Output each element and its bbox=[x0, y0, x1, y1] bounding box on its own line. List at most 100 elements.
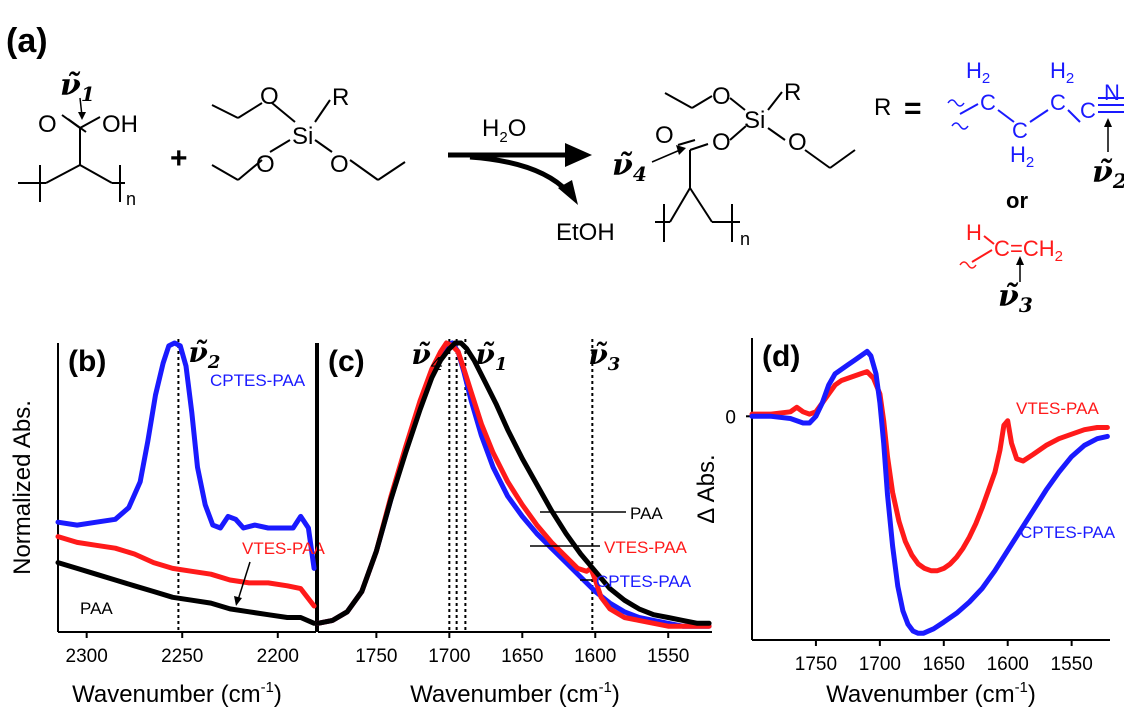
vtes-pointer-arrowhead bbox=[234, 596, 242, 606]
x-axis-label: Wavenumber (cm-1) bbox=[826, 679, 1036, 708]
annotation-label: VTES-PAA bbox=[1016, 399, 1099, 418]
panel-label: (c) bbox=[328, 345, 365, 378]
panel-label: (b) bbox=[68, 345, 106, 378]
product-r: R bbox=[784, 79, 801, 106]
annotation-label: CPTES-PAA bbox=[596, 572, 692, 591]
paa-oh-label: OH bbox=[102, 111, 138, 138]
silane-si: Si bbox=[292, 123, 313, 150]
series-line-cptes-paa bbox=[55, 340, 317, 571]
x-tick-label: 1650 bbox=[923, 654, 965, 675]
silane-o-left: O bbox=[256, 151, 275, 178]
product-si: Si bbox=[744, 107, 765, 134]
series-line-cptes-paa bbox=[749, 348, 1110, 636]
cptes-c-2: C bbox=[1012, 118, 1028, 143]
equals-sign: = bbox=[904, 92, 922, 125]
cptes-side-chain: H2 C C H2 H2 C C N bbox=[947, 58, 1124, 171]
x-tick-label: 2300 bbox=[66, 646, 108, 667]
annotation-label: CPTES-PAA bbox=[1020, 523, 1116, 542]
panel-label: (d) bbox=[762, 340, 800, 373]
series-line-paa bbox=[55, 560, 317, 626]
or-label: or bbox=[1006, 188, 1028, 213]
product-o-top: O bbox=[712, 83, 731, 110]
product-o-right: O bbox=[788, 129, 807, 156]
silane-r: R bbox=[332, 84, 349, 111]
annotation-label: PAA bbox=[630, 504, 663, 523]
y-axis-label: Δ Abs. bbox=[693, 454, 720, 523]
y-tick-label: 0 bbox=[725, 407, 736, 428]
silane-o-right: O bbox=[330, 151, 349, 178]
x-axis-label: Wavenumber (cm-1) bbox=[410, 679, 620, 708]
x-tick-label: 1600 bbox=[574, 646, 616, 667]
cptes-h2-3: H2 bbox=[1050, 58, 1074, 87]
cptes-n: N bbox=[1104, 80, 1120, 105]
r-definition: R bbox=[874, 94, 891, 121]
x-tick-label: 1650 bbox=[501, 646, 543, 667]
product-carbonyl-o: O bbox=[655, 122, 674, 149]
chart-panel-d: 1750 1700 1650 1600 1550 0 Wavenumber (cm-1) Δ … bbox=[693, 338, 1116, 708]
product-subscript-n: n bbox=[740, 229, 750, 249]
nu1-label: ν̃1 bbox=[60, 68, 95, 106]
nu4-arrowhead bbox=[676, 145, 686, 155]
byproduct-arrow bbox=[469, 154, 570, 194]
series-line-vtes-paa bbox=[749, 369, 1110, 574]
nu1-chart-label: ν̃1 bbox=[475, 338, 507, 375]
x-tick-label: 1750 bbox=[355, 646, 397, 667]
paa-monomer-bonds bbox=[18, 114, 125, 202]
panel-a-scheme: (a) O OH n ν̃1 + bbox=[6, 22, 1124, 317]
arrow-reagent-water: H2O bbox=[482, 115, 526, 146]
x-tick-label: 1600 bbox=[987, 654, 1029, 675]
paa-subscript-n: n bbox=[126, 189, 136, 209]
x-axis-label: Wavenumber (cm-1) bbox=[72, 679, 282, 708]
chart-panel-b: 2300 2250 2200 Wavenumber (cm-1) Normalized … bbox=[9, 336, 325, 708]
x-tick-label: 1550 bbox=[647, 646, 689, 667]
x-tick-label: 1700 bbox=[428, 646, 470, 667]
reaction-arrowhead bbox=[565, 143, 592, 167]
product-ester-o: O bbox=[712, 129, 731, 156]
cptes-c-1: C bbox=[980, 90, 996, 115]
series-line-vtes-paa bbox=[55, 534, 317, 609]
series-line-paa bbox=[315, 340, 712, 626]
x-tick-label: 1550 bbox=[1051, 654, 1093, 675]
silane-bonds bbox=[211, 99, 406, 181]
nu3-chart-label: ν̃3 bbox=[588, 338, 620, 375]
plot-frame bbox=[317, 343, 712, 633]
x-tick-label: 2250 bbox=[161, 646, 203, 667]
plus-sign: + bbox=[170, 142, 188, 175]
y-axis-label: Normalized Abs. bbox=[9, 400, 36, 575]
nu2-arrowhead bbox=[1104, 118, 1112, 127]
nu2-scheme-label: ν̃2 bbox=[1092, 155, 1124, 193]
chart-panel-c: 1750 1700 1650 1600 1550 Wavenumber (cm-1) (c)… bbox=[315, 338, 712, 708]
vtes-ch2: =CH2 bbox=[1010, 236, 1063, 265]
nu3-arrowhead bbox=[1016, 256, 1024, 265]
nu2-chart-label: ν̃2 bbox=[188, 336, 220, 373]
byproduct-arrowhead bbox=[558, 180, 578, 205]
cptes-c-4: C bbox=[1080, 98, 1096, 123]
cptes-h2-2: H2 bbox=[1010, 142, 1034, 171]
paa-carbonyl-o: O bbox=[38, 111, 57, 138]
plot-frame bbox=[57, 343, 317, 633]
legend-label-cptes-paa: CPTES-PAA bbox=[210, 371, 306, 390]
nu4-arrow bbox=[651, 149, 681, 163]
nu4-chart-label: ν̃4 bbox=[411, 338, 443, 375]
x-tick-label: 1700 bbox=[859, 654, 901, 675]
byproduct-etoh: EtOH bbox=[556, 219, 615, 246]
cptes-h2-1: H2 bbox=[966, 58, 990, 87]
annotation-label: VTES-PAA bbox=[604, 538, 687, 557]
vtes-c: C bbox=[994, 236, 1010, 261]
legend-label-paa: PAA bbox=[80, 599, 113, 618]
panel-a-label: (a) bbox=[6, 22, 48, 60]
silane-o-top: O bbox=[260, 83, 279, 110]
nu1-arrowhead bbox=[78, 112, 86, 120]
vtes-side-chain: H C =CH2 bbox=[959, 220, 1063, 269]
nu4-label: ν̃4 bbox=[612, 148, 647, 186]
x-tick-label: 2200 bbox=[257, 646, 299, 667]
nu3-scheme-label: ν̃3 bbox=[998, 279, 1033, 317]
x-tick-label: 1750 bbox=[795, 654, 837, 675]
vtes-pointer-line bbox=[237, 561, 251, 601]
legend-label-vtes-paa: VTES-PAA bbox=[242, 539, 325, 558]
cptes-c-3: C bbox=[1050, 90, 1066, 115]
product-bonds bbox=[655, 91, 856, 242]
plot-frame bbox=[751, 338, 1110, 641]
vtes-h: H bbox=[966, 220, 982, 245]
